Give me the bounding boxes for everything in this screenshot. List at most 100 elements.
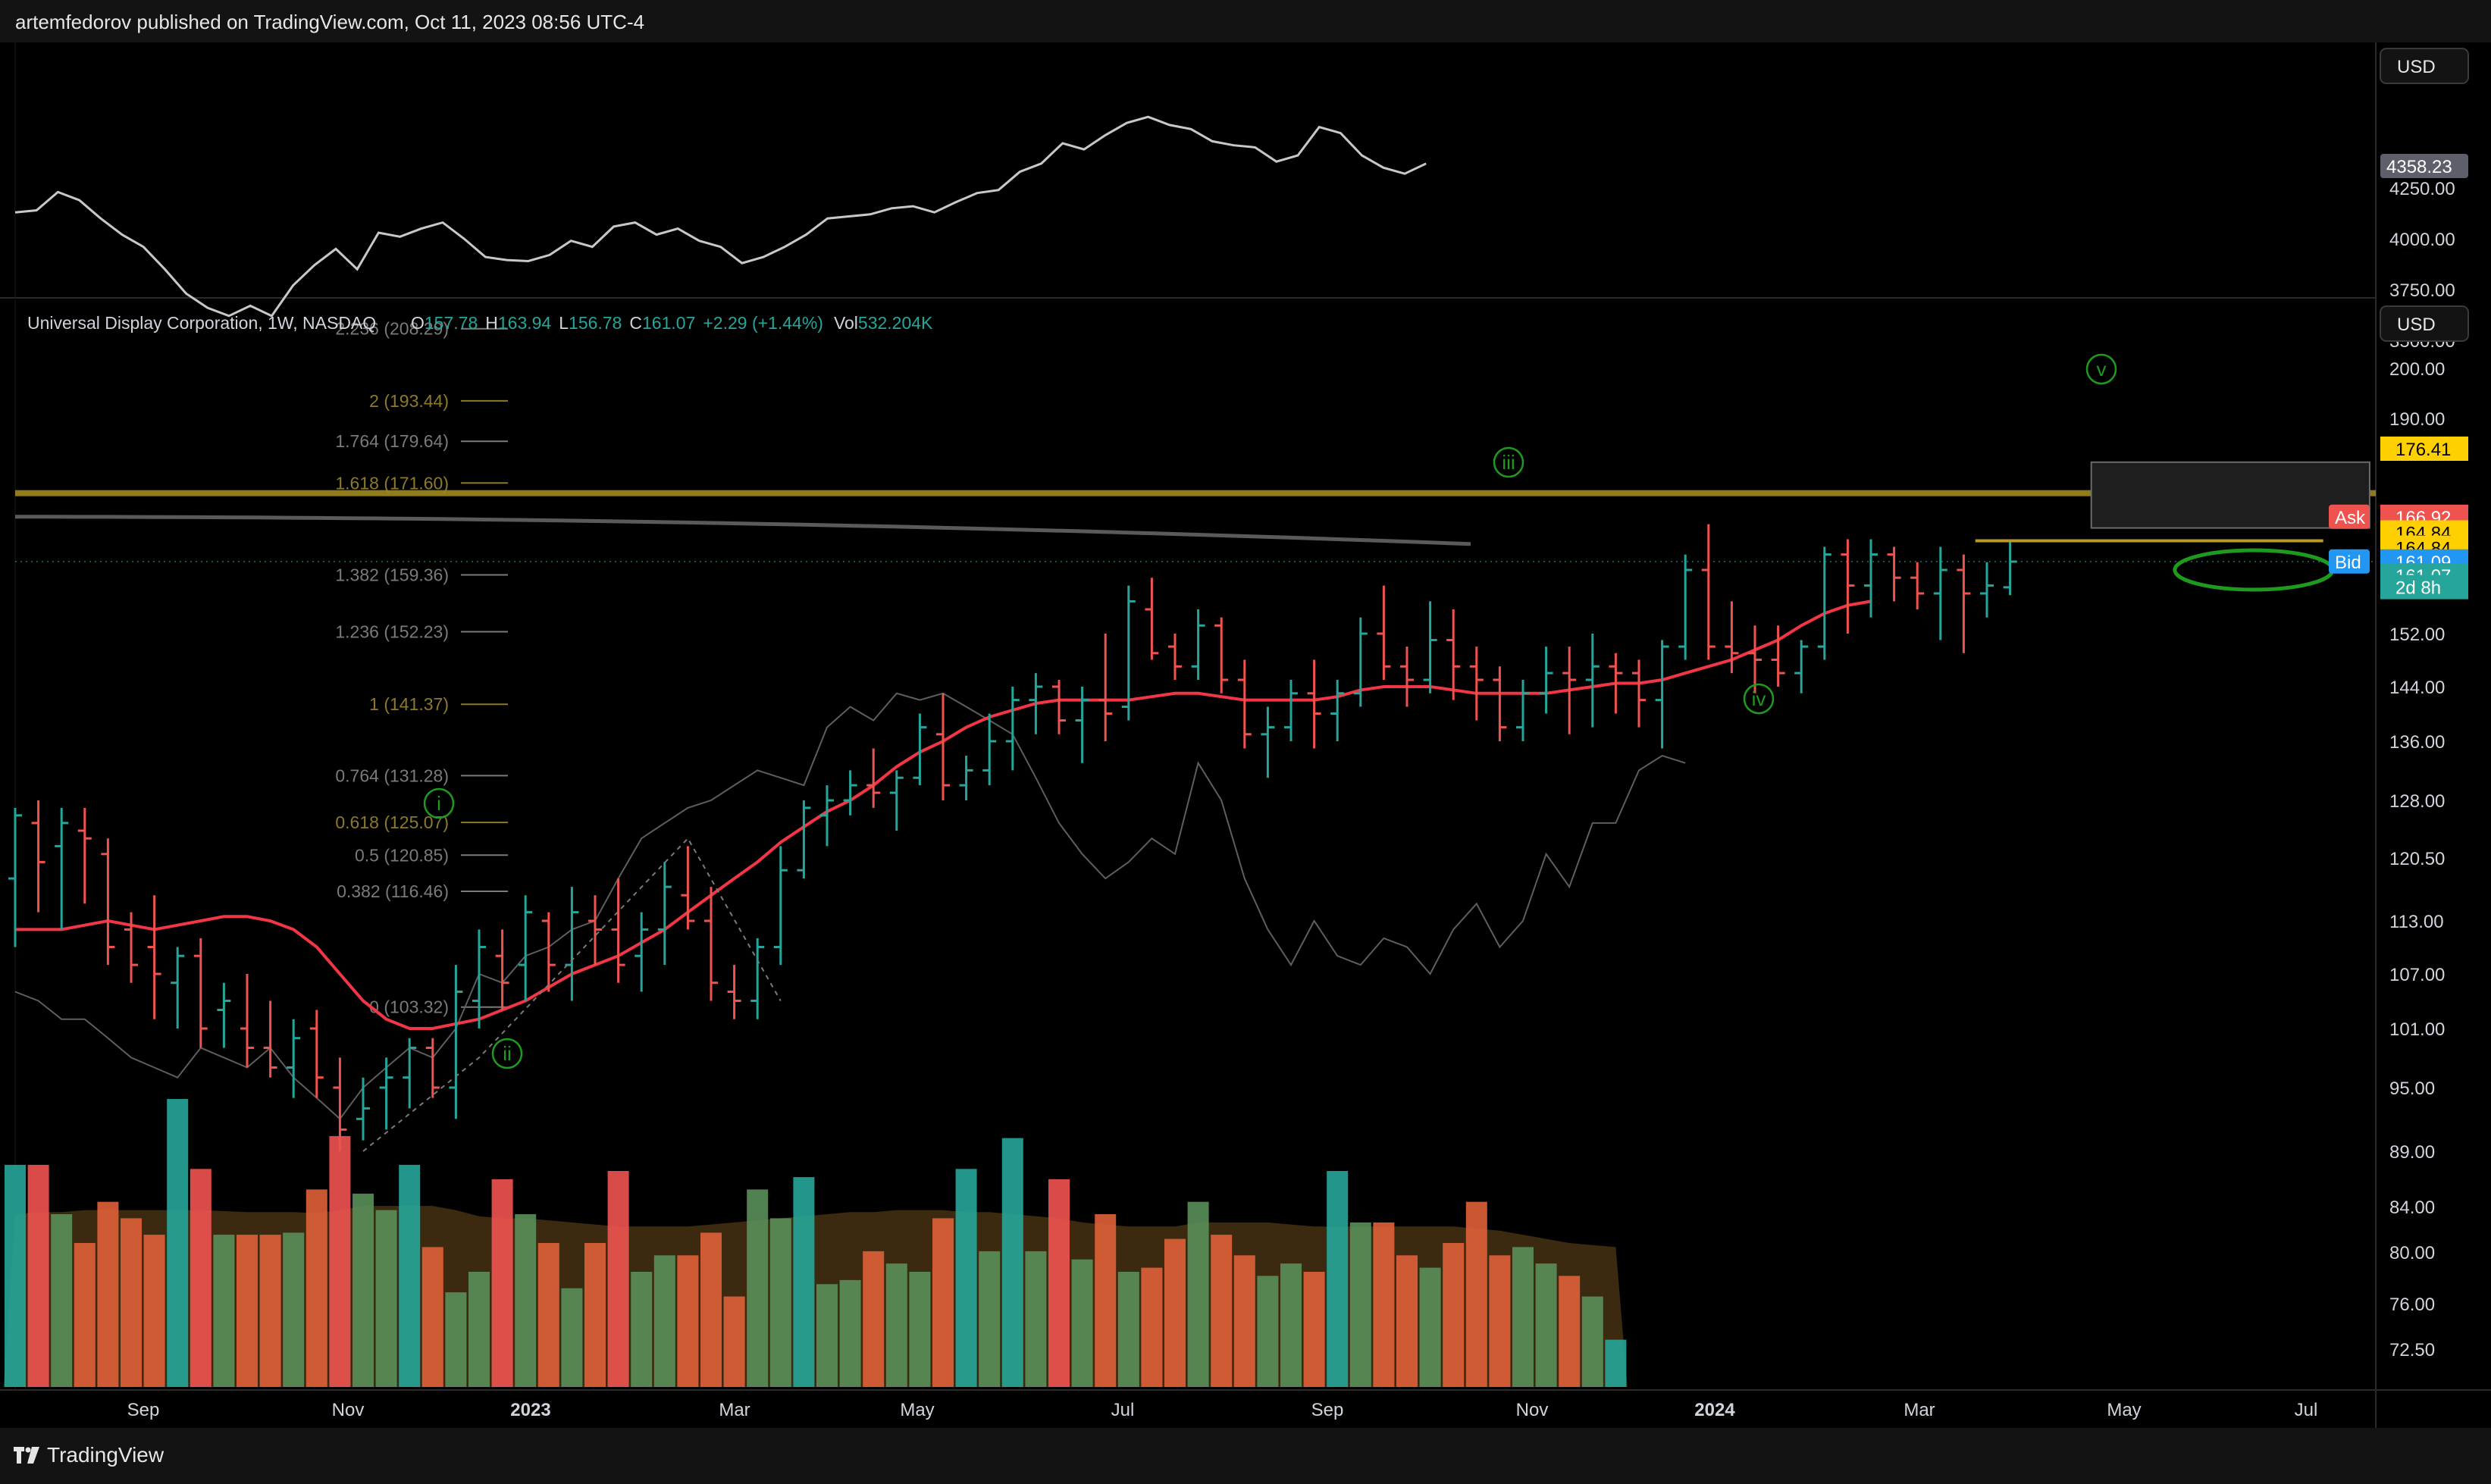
volume-bar xyxy=(793,1177,815,1387)
ohlc-bars xyxy=(8,524,2017,1151)
volume-bar xyxy=(143,1235,165,1387)
legend-close-label: C xyxy=(629,313,642,333)
legend-open-value: 157.78 xyxy=(425,313,478,333)
price-tag xyxy=(2380,437,2468,461)
volume-bar xyxy=(1280,1263,1302,1387)
wave-label: iii xyxy=(1502,451,1515,474)
time-tick-label: Mar xyxy=(719,1400,750,1420)
udc-currency-label: USD xyxy=(2397,315,2436,335)
legend-high-label: H xyxy=(485,313,498,333)
wave-label: v xyxy=(2097,358,2107,380)
volume-bar xyxy=(863,1251,885,1387)
price-tick-label: 89.00 xyxy=(2389,1142,2435,1163)
spx-tick-label: 4000.00 xyxy=(2389,230,2455,250)
time-tick-label: 2023 xyxy=(510,1400,550,1420)
volume-bar xyxy=(1095,1214,1117,1387)
volume-bar xyxy=(1419,1267,1441,1387)
volume-bar xyxy=(213,1235,235,1387)
time-tick-label: Nov xyxy=(1516,1400,1549,1420)
volume-bar xyxy=(1349,1222,1371,1387)
volume-bar xyxy=(885,1263,907,1387)
volume-bar xyxy=(723,1296,745,1387)
volume-bar xyxy=(237,1235,258,1387)
volume-bar xyxy=(306,1189,327,1387)
price-tick-label: 128.00 xyxy=(2389,791,2445,812)
volume-bar xyxy=(979,1251,1001,1387)
volume-bar xyxy=(5,1164,26,1387)
chart-grid xyxy=(0,42,2491,1428)
wave-path xyxy=(362,837,782,1152)
legend-low-label: L xyxy=(559,313,569,333)
chart-legend: Universal Display Corporation, 1W, NASDA… xyxy=(27,313,933,333)
spx-currency-label: USD xyxy=(2397,57,2436,77)
volume-bar xyxy=(399,1164,421,1387)
volume-bar xyxy=(1048,1179,1070,1387)
time-tick-label: May xyxy=(2107,1400,2141,1420)
volume-bar xyxy=(1025,1251,1047,1387)
volume-bar xyxy=(653,1255,675,1387)
volume-bar xyxy=(491,1179,513,1387)
quote-flag-label: Ask xyxy=(2335,508,2366,528)
volume-bar xyxy=(468,1272,490,1387)
time-axis[interactable]: Sep Nov 2023 Mar May Jul Sep Nov 2024 Mar May Jul xyxy=(127,1400,2318,1420)
legend-vol-value: 532.204K xyxy=(858,313,933,333)
price-tick-label: 120.50 xyxy=(2389,849,2445,869)
price-axis[interactable]: 4250.004000.003750.003500.004358.23200.0… xyxy=(2329,154,2468,1360)
price-tick-label: 190.00 xyxy=(2389,409,2445,430)
target-zone xyxy=(2090,461,2370,529)
volume-bar xyxy=(1465,1201,1487,1387)
volume-bar xyxy=(1303,1272,1325,1387)
spx-currency-badge[interactable] xyxy=(2380,48,2469,84)
volume-bar xyxy=(352,1193,374,1387)
fib-level-label: 1.236 (152.23) xyxy=(335,622,449,642)
volume-bar xyxy=(515,1214,537,1387)
time-tick-label: Nov xyxy=(332,1400,365,1420)
fib-level-label: 2 (193.44) xyxy=(369,391,449,411)
resistance-line xyxy=(15,490,2376,496)
volume-bar xyxy=(1117,1272,1139,1387)
volume-bar xyxy=(1535,1263,1557,1387)
volume-bar xyxy=(74,1243,96,1387)
volume-bar xyxy=(631,1272,653,1387)
volume-bar xyxy=(329,1135,351,1387)
wave-label-circle xyxy=(1743,683,1775,715)
time-tick-label: Jul xyxy=(2295,1400,2318,1420)
time-tick-label: 2024 xyxy=(1694,1400,1735,1420)
price-tick-label: 113.00 xyxy=(2389,912,2444,932)
volume-bar xyxy=(700,1232,722,1387)
wave-label-circle xyxy=(491,1038,523,1069)
volume-pane xyxy=(3,1099,1628,1387)
fib-level-label: 1.618 (171.60) xyxy=(335,473,449,493)
tradingview-brand: TradingView xyxy=(47,1443,164,1467)
wave-label-circle xyxy=(423,787,455,819)
price-tick-label: 80.00 xyxy=(2389,1243,2435,1263)
volume-bar xyxy=(1071,1259,1093,1387)
volume-bar xyxy=(1373,1222,1395,1387)
fib-level-label: 1.382 (159.36) xyxy=(335,565,449,585)
price-tick-label: 200.00 xyxy=(2389,359,2445,380)
wave-label: ii xyxy=(503,1042,512,1065)
price-tick-label: 95.00 xyxy=(2389,1079,2435,1099)
volume-bar xyxy=(1559,1276,1581,1387)
udc-currency-badge[interactable] xyxy=(2380,305,2469,342)
wave-target-zones xyxy=(15,461,2376,562)
wave-label: i xyxy=(437,792,441,815)
price-tick-label: 136.00 xyxy=(2389,732,2445,753)
time-tick-label: Mar xyxy=(1904,1400,1935,1420)
volume-bar xyxy=(1581,1296,1603,1387)
volume-bar xyxy=(190,1169,212,1387)
price-tick-label: 152.00 xyxy=(2389,625,2445,645)
time-tick-label: Sep xyxy=(127,1400,160,1420)
volume-bar xyxy=(839,1279,861,1387)
tradingview-logo[interactable]: TradingView xyxy=(14,1440,164,1470)
volume-bar xyxy=(955,1169,977,1387)
volume-bar xyxy=(816,1284,838,1387)
price-tag-label: 2d 8h xyxy=(2395,578,2441,599)
currency-badges[interactable]: USD USD xyxy=(2380,48,2469,342)
volume-bar xyxy=(1233,1255,1255,1387)
spx-tick-label: 4250.00 xyxy=(2389,179,2455,199)
price-tick-label: 101.00 xyxy=(2389,1019,2445,1040)
price-tick-label: 144.00 xyxy=(2389,678,2445,698)
spx-pane xyxy=(14,115,1427,318)
